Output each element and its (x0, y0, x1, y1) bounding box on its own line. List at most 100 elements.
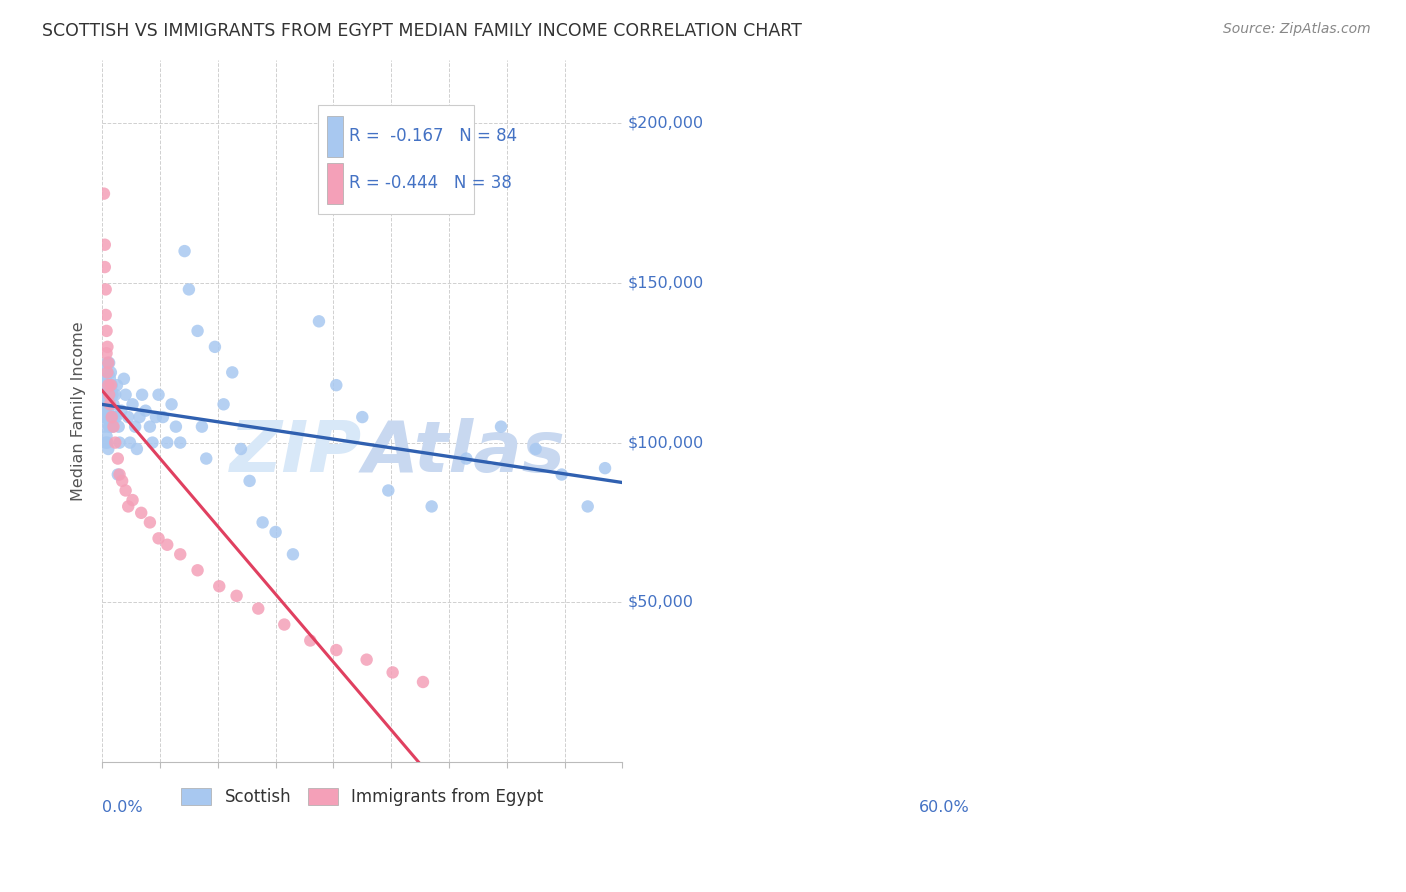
Point (97, 378, 120, 392)
Point (112, 372, 135, 386)
Point (94, 237, 117, 252)
Point (208, 579, 231, 593)
Point (489, 419, 512, 434)
Point (96, 324, 118, 338)
Point (96, 356, 118, 370)
Point (96, 397, 118, 411)
Point (100, 378, 122, 392)
Point (191, 419, 214, 434)
Text: 60.0%: 60.0% (918, 800, 969, 815)
Point (195, 451, 218, 466)
Point (114, 483, 136, 498)
Point (412, 675, 434, 690)
Point (100, 388, 122, 402)
Point (98, 419, 121, 434)
Point (105, 410, 128, 425)
Point (104, 435, 127, 450)
FancyBboxPatch shape (318, 105, 474, 214)
Point (377, 483, 399, 498)
Point (145, 410, 167, 425)
Point (103, 410, 125, 425)
Point (93, 410, 115, 425)
Point (148, 532, 170, 546)
Point (121, 493, 143, 508)
Text: $50,000: $50,000 (627, 595, 693, 610)
Point (141, 435, 163, 450)
Point (121, 397, 143, 411)
Text: Source: ZipAtlas.com: Source: ZipAtlas.com (1223, 22, 1371, 37)
Point (100, 410, 122, 425)
Y-axis label: Median Family Income: Median Family Income (72, 321, 86, 500)
Point (104, 388, 127, 402)
Point (204, 340, 226, 354)
Point (456, 451, 478, 466)
Point (100, 410, 122, 425)
Text: Atlas: Atlas (363, 418, 565, 487)
Point (273, 617, 295, 632)
Point (139, 516, 162, 530)
Point (94, 260, 117, 274)
Point (96, 340, 118, 354)
Point (111, 474, 134, 488)
Point (98, 388, 121, 402)
Point (94, 378, 117, 392)
Point (98, 397, 121, 411)
Text: SCOTTISH VS IMMIGRANTS FROM EGYPT MEDIAN FAMILY INCOME CORRELATION CHART: SCOTTISH VS IMMIGRANTS FROM EGYPT MEDIAN… (42, 22, 801, 40)
Point (148, 388, 170, 402)
Point (308, 314, 330, 328)
Point (325, 643, 347, 657)
Text: $150,000: $150,000 (627, 276, 704, 291)
Point (114, 388, 136, 402)
Point (264, 524, 287, 539)
Text: 0.0%: 0.0% (103, 800, 143, 815)
Point (420, 500, 443, 514)
Point (98, 419, 121, 434)
Point (118, 435, 141, 450)
Point (187, 324, 209, 338)
Point (94, 403, 117, 417)
Legend: Scottish, Immigrants from Egypt: Scottish, Immigrants from Egypt (174, 781, 550, 814)
Point (97, 378, 120, 392)
Point (101, 419, 124, 434)
Point (96, 429, 118, 443)
Point (593, 461, 616, 475)
Point (129, 506, 152, 520)
Point (103, 397, 125, 411)
Point (160, 397, 183, 411)
Point (299, 633, 322, 648)
Point (103, 419, 125, 434)
Point (212, 397, 235, 411)
Point (94, 308, 117, 322)
Point (221, 365, 243, 379)
Point (325, 378, 347, 392)
Point (94, 435, 117, 450)
Point (117, 500, 139, 514)
Point (96, 378, 118, 392)
Point (96, 410, 118, 425)
Point (135, 403, 157, 417)
Text: $100,000: $100,000 (627, 435, 704, 450)
Point (93, 186, 115, 201)
Point (356, 653, 378, 667)
Point (101, 388, 124, 402)
Point (576, 500, 599, 514)
Point (108, 467, 131, 482)
Point (107, 467, 129, 482)
Point (177, 282, 200, 296)
Text: ZIP: ZIP (231, 418, 363, 487)
Bar (328, 116, 343, 156)
Point (105, 378, 128, 392)
Point (247, 601, 270, 615)
Point (252, 516, 274, 530)
Point (128, 410, 150, 425)
Point (100, 365, 122, 379)
Point (229, 442, 252, 456)
Point (98, 378, 121, 392)
Point (100, 410, 122, 425)
Point (107, 451, 129, 466)
Point (96, 410, 118, 425)
Text: R = -0.444   N = 38: R = -0.444 N = 38 (349, 174, 512, 192)
Text: R =  -0.167   N = 84: R = -0.167 N = 84 (349, 128, 517, 145)
Point (187, 563, 209, 577)
Point (97, 356, 120, 370)
